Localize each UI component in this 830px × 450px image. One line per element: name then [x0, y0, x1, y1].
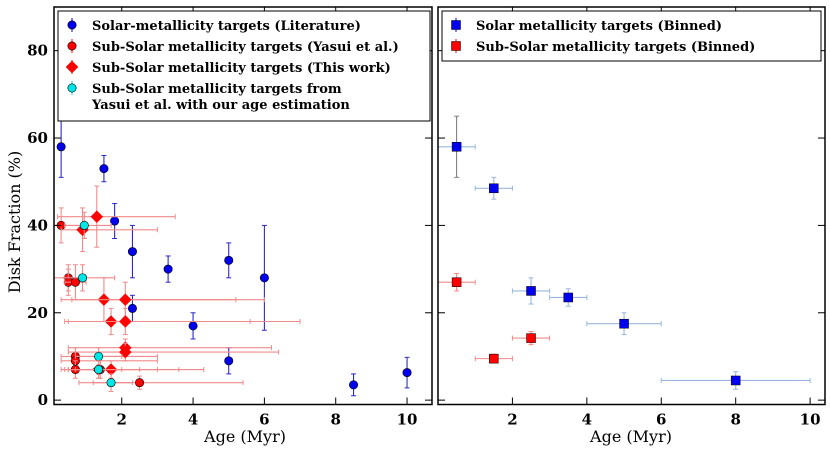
legend-label: Sub-Solar metallicity targets (This work…	[92, 61, 391, 76]
left-x-tick-label: 8	[330, 411, 340, 429]
legend-marker	[67, 41, 77, 51]
legend-marker	[65, 60, 79, 74]
data-point	[135, 378, 145, 388]
data-point	[526, 286, 536, 296]
left-x-axis-label: Age (Myr)	[203, 427, 286, 446]
right-panel-marks	[437, 115, 811, 390]
data-point	[90, 210, 104, 224]
left-panel-axes: 2 4 6 8 10 0 20 40 60 80	[27, 7, 432, 429]
legend-marker	[67, 83, 77, 93]
data-point	[402, 368, 412, 378]
left-legend: Solar-metallicity targets (Literature) Su…	[57, 10, 431, 122]
left-legend-box	[57, 10, 431, 122]
y-tick-label: 60	[27, 129, 48, 147]
data-point	[451, 277, 462, 287]
right-series-0	[437, 115, 811, 390]
legend-label: Solar-metallicity targets (Literature)	[92, 19, 361, 34]
y-tick-label: 80	[27, 42, 48, 60]
data-point	[526, 333, 536, 343]
data-point	[78, 273, 88, 283]
left-x-tick-label: 6	[259, 411, 269, 429]
right-legend-box	[441, 10, 822, 62]
legend-marker	[67, 20, 77, 30]
data-point	[224, 356, 234, 366]
data-point	[188, 321, 198, 331]
data-point	[118, 345, 132, 359]
right-x-tick-label: 6	[656, 411, 666, 429]
right-x-tick-label: 10	[800, 411, 821, 429]
data-point	[110, 216, 120, 226]
left-x-tick-label: 2	[117, 411, 127, 429]
data-point	[563, 292, 573, 303]
data-point	[79, 220, 89, 230]
legend-label: Solar metallicity targets (Binned)	[476, 19, 722, 34]
data-point	[127, 247, 137, 257]
data-point	[489, 183, 499, 194]
data-point	[94, 351, 104, 361]
legend-label-line2: Yasui et al. with our age estimation	[91, 98, 350, 113]
data-point	[106, 378, 116, 388]
left-series-3	[64, 211, 133, 392]
data-point	[94, 365, 104, 375]
right-legend: Solar metallicity targets (Binned) Sub-So…	[441, 10, 822, 62]
data-point	[349, 380, 359, 390]
data-point	[118, 315, 132, 328]
legend-label: Sub-Solar metallicity targets from	[92, 82, 342, 97]
data-point	[730, 375, 741, 386]
data-point	[451, 142, 462, 152]
right-x-axis-label: Age (Myr)	[589, 427, 672, 446]
data-point	[118, 293, 132, 307]
right-x-tick-label: 8	[730, 411, 740, 429]
right-panel-axes: 2 4 6 8 10	[438, 7, 825, 429]
left-series-0	[56, 115, 412, 397]
y-tick-label: 20	[27, 304, 48, 322]
right-x-tick-label: 4	[582, 411, 592, 429]
data-point	[224, 255, 234, 265]
y-tick-label: 40	[27, 216, 48, 234]
data-point	[163, 264, 173, 274]
data-point	[56, 142, 66, 152]
right-series-1	[437, 272, 551, 364]
data-point	[489, 353, 499, 364]
y-axis-label: Disk Fraction (%)	[5, 151, 24, 293]
legend-label: Sub-Solar metallicity targets (Yasui et …	[92, 40, 399, 55]
data-point	[127, 303, 137, 313]
left-x-tick-label: 4	[188, 411, 198, 429]
left-panel-marks	[53, 115, 412, 397]
right-panel-frame	[437, 6, 826, 406]
left-panel-frame	[53, 6, 433, 406]
left-x-tick-label: 10	[397, 411, 418, 429]
legend-label: Sub-Solar metallicity targets (Binned)	[476, 40, 755, 55]
legend-marker	[451, 41, 461, 51]
left-series-2	[57, 185, 301, 379]
right-x-tick-label: 2	[507, 411, 517, 429]
y-tick-label: 0	[38, 391, 48, 409]
data-point	[99, 164, 109, 174]
data-point	[619, 318, 629, 329]
data-point	[259, 273, 269, 283]
legend-marker	[451, 20, 461, 30]
